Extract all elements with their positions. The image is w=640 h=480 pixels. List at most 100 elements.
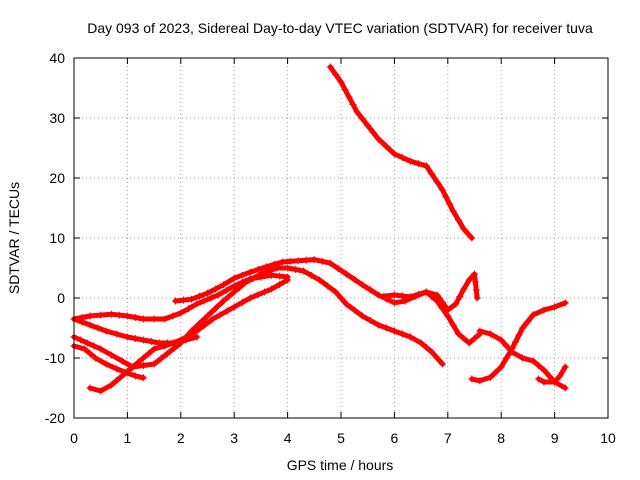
x-tick-label: 6 [391, 430, 399, 446]
data-point [358, 115, 366, 123]
data-point [438, 299, 446, 306]
data-point [390, 327, 398, 335]
data-point [350, 306, 358, 314]
data-point [284, 264, 292, 272]
data-point [77, 336, 85, 344]
data-point [468, 375, 476, 383]
data-point [326, 259, 334, 267]
data-point [369, 128, 377, 136]
data-point [473, 294, 481, 302]
data-point [366, 286, 374, 294]
data-point [223, 307, 231, 315]
series-trace [327, 64, 475, 241]
data-point [503, 342, 511, 350]
data-point [326, 63, 334, 71]
data-point [78, 318, 86, 326]
data-point [212, 285, 220, 293]
x-tick-label: 0 [70, 430, 78, 446]
x-axis-label: GPS time / hours [287, 457, 394, 473]
data-point [249, 275, 257, 282]
data-point [222, 287, 230, 294]
data-point [350, 275, 358, 283]
data-point [113, 377, 121, 384]
data-point [390, 150, 398, 158]
data-point [406, 333, 414, 341]
data-point [286, 257, 294, 265]
data-point [358, 312, 366, 320]
data-point [449, 321, 457, 329]
data-point [471, 335, 478, 342]
data-point [294, 257, 302, 265]
data-point [471, 278, 479, 286]
data-point [195, 292, 203, 300]
data-point [157, 355, 165, 363]
data-point [115, 311, 123, 319]
data-point [476, 327, 484, 335]
data-point [337, 78, 345, 86]
data-point [465, 276, 473, 284]
data-point [134, 359, 142, 366]
data-point [163, 339, 171, 347]
data-point [246, 268, 254, 276]
y-tick-label: 20 [49, 170, 65, 186]
data-point [349, 101, 357, 108]
data-point [454, 216, 462, 224]
x-tick-label: 3 [230, 430, 238, 446]
data-point [310, 256, 318, 264]
data-point [515, 331, 523, 339]
data-point [107, 381, 115, 389]
data-point [345, 93, 353, 101]
data-point [220, 281, 228, 289]
data-point [171, 297, 179, 305]
y-tick-label: 30 [49, 110, 65, 126]
data-point [342, 270, 350, 278]
data-point [212, 305, 220, 312]
y-tick-label: 40 [49, 50, 65, 66]
data-point [342, 300, 350, 308]
data-point [444, 312, 452, 320]
data-point [508, 345, 516, 353]
data-point [97, 387, 105, 395]
data-point [460, 335, 468, 342]
data-point [535, 362, 543, 369]
data-point [238, 271, 246, 279]
data-point [561, 384, 569, 392]
y-tick-label: -10 [45, 350, 65, 366]
data-point [214, 291, 222, 299]
data-point [366, 317, 374, 324]
data-point [406, 157, 414, 165]
data-point [147, 338, 155, 345]
data-point [337, 294, 345, 302]
data-point [163, 350, 171, 357]
data-point [139, 315, 147, 323]
data-point [374, 321, 382, 329]
data-point [380, 292, 388, 300]
data-point [97, 311, 105, 319]
data-point [230, 282, 238, 290]
data-point [123, 333, 131, 341]
data-point [113, 330, 121, 338]
data-point [460, 285, 468, 293]
data-point [529, 311, 537, 319]
data-point [102, 327, 110, 335]
data-point [265, 267, 273, 275]
data-point [460, 225, 468, 233]
data-point [118, 357, 126, 365]
data-point [193, 300, 201, 308]
data-point [422, 162, 430, 170]
data-point [438, 186, 446, 194]
x-tick-label: 5 [337, 430, 345, 446]
data-point [170, 344, 178, 352]
data-point [86, 321, 94, 329]
data-point [207, 294, 215, 302]
data-point [278, 258, 286, 266]
data-point [276, 272, 284, 280]
data-point [316, 276, 324, 284]
data-point [139, 362, 147, 369]
data-point [358, 281, 366, 289]
x-tick-label: 9 [551, 430, 559, 446]
data-point [456, 293, 464, 300]
data-point [270, 260, 278, 268]
data-point [118, 372, 126, 380]
data-point [91, 354, 99, 362]
